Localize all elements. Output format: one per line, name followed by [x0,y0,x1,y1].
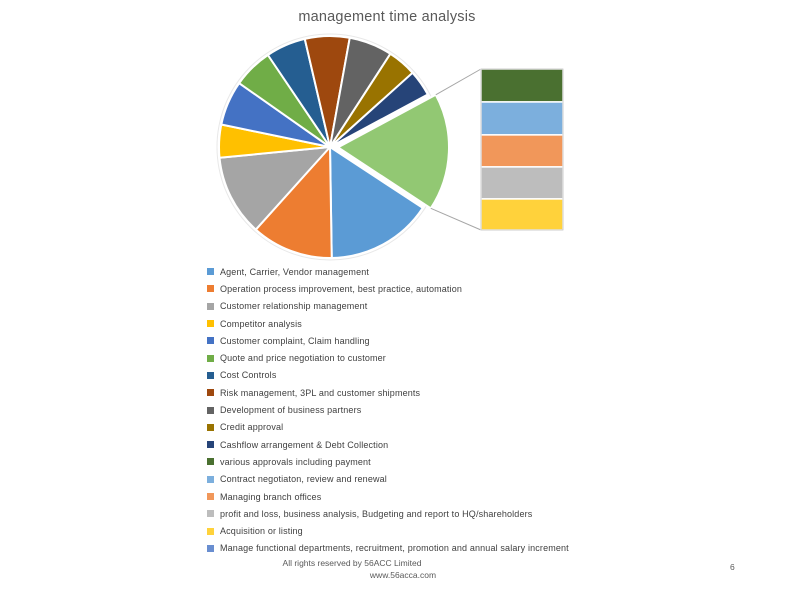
legend-label: Agent, Carrier, Vendor management [220,266,370,277]
chart-title: management time analysis [298,9,476,25]
legend-label: profit and loss, business analysis, Budg… [220,508,533,519]
connector-line-bottom [430,207,482,231]
legend-swatch [207,389,214,397]
legend-item: Cost Controls [207,367,569,384]
legend-item: Customer complaint, Claim handling [207,332,569,349]
footer-website: www.56acca.com [369,570,437,580]
bar-segment [480,101,564,136]
legend-item: Quote and price negotiation to customer [207,349,569,366]
legend-item: profit and loss, business analysis, Budg… [207,505,569,522]
legend-item: various approvals including payment [207,453,569,470]
legend-swatch [207,493,214,500]
legend-swatch [207,441,214,449]
legend-swatch [207,320,214,328]
legend-label: Customer relationship management [220,301,368,312]
pie-slice [218,146,331,231]
legend-label: Manage functional departments, recruitme… [220,543,569,554]
legend-item: Managing branch offices [207,488,569,505]
legend-label: Cost Controls [220,370,277,381]
legend-item: Agent, Carrier, Vendor management [207,263,569,280]
legend-swatch [207,285,214,293]
legend-label: Managing branch offices [220,491,322,502]
bar-segment [480,134,564,168]
legend-item: Credit approval [207,419,569,436]
legend-swatch [207,302,214,310]
legend-label: various approvals including payment [220,456,371,467]
legend-label: Contract negotiaton, review and renewal [220,474,387,485]
legend-label: Operation process improvement, best prac… [220,283,463,294]
legend: Agent, Carrier, Vendor management Operati… [207,263,569,557]
bar-segment [480,68,564,103]
legend-label: Customer complaint, Claim handling [220,335,370,346]
legend-swatch [207,406,214,414]
legend-label: Competitor analysis [220,318,302,329]
footer-copyright: All rights reserved by 56ACC Limited [282,558,422,568]
legend-swatch [207,354,214,362]
legend-label: Acquisition or listing [220,526,303,537]
pie-slice [254,146,333,259]
legend-item: Manage functional departments, recruitme… [207,540,569,557]
legend-swatch [207,475,214,483]
other-slice [336,93,450,210]
legend-label: Development of business partners [220,405,362,416]
legend-label: Risk management, 3PL and customer shipme… [220,387,421,398]
legend-item: Risk management, 3PL and customer shipme… [207,384,569,401]
bar-segment [480,198,564,231]
legend-swatch [207,510,214,518]
legend-label: Credit approval [220,422,284,433]
legend-item: Competitor analysis [207,315,569,332]
legend-label: Quote and price negotiation to customer [220,353,386,364]
legend-swatch [207,544,214,552]
legend-item: Development of business partners [207,401,569,418]
legend-item: Acquisition or listing [207,522,569,539]
legend-item: Operation process improvement, best prac… [207,280,569,297]
legend-item: Contract negotiaton, review and renewal [207,471,569,488]
legend-swatch [207,527,214,535]
legend-item: Cashflow arrangement & Debt Collection [207,436,569,453]
pie-slice [329,71,429,148]
bar-segment [480,166,564,200]
legend-swatch [207,268,214,276]
legend-label: Cashflow arrangement & Debt Collection [220,439,389,450]
connector-line-top [435,68,482,96]
legend-swatch [207,337,214,345]
legend-swatch [207,458,214,466]
legend-swatch [207,423,214,431]
pie-slice [329,146,424,259]
legend-swatch [207,371,214,379]
page-number: 6 [730,562,735,572]
bar-frame [480,68,564,231]
legend-item: Customer relationship management [207,298,569,315]
